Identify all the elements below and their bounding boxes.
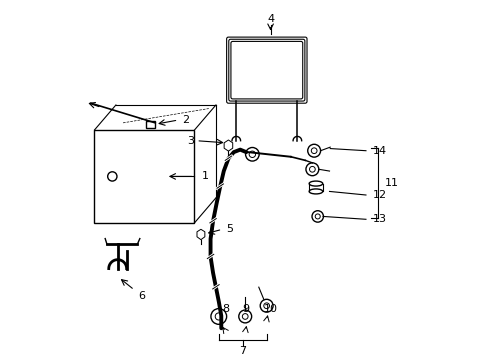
Text: 7: 7	[239, 346, 246, 356]
Text: 3: 3	[186, 136, 193, 146]
Text: 5: 5	[225, 224, 232, 234]
Text: 1: 1	[201, 171, 208, 181]
Bar	[146, 121, 155, 128]
Text: 6: 6	[138, 292, 145, 301]
Text: 11: 11	[384, 178, 398, 188]
Text: 8: 8	[222, 303, 229, 314]
Text: 10: 10	[263, 303, 277, 314]
Text: 13: 13	[372, 214, 386, 224]
Text: 14: 14	[372, 146, 386, 156]
Bar	[94, 130, 194, 223]
Text: 9: 9	[242, 303, 249, 314]
Text: 12: 12	[372, 190, 386, 200]
Text: 4: 4	[266, 14, 274, 23]
Text: 2: 2	[182, 115, 189, 125]
